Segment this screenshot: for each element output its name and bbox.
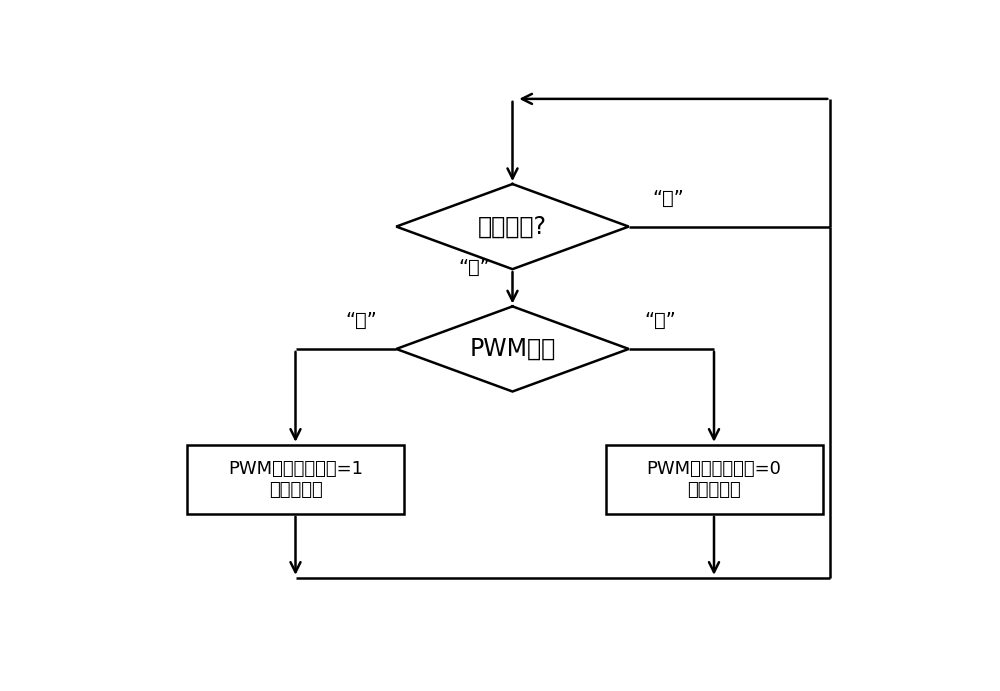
- Text: “停”: “停”: [644, 312, 676, 330]
- Text: “开”: “开”: [458, 258, 490, 277]
- Polygon shape: [396, 184, 629, 269]
- Text: “关”: “关”: [652, 189, 684, 208]
- Text: PWM状态: PWM状态: [469, 337, 556, 361]
- Text: PWM脉冲指令引脚=0
（关水阀）: PWM脉冲指令引脚=0 （关水阀）: [647, 460, 781, 499]
- Text: 当前状态?: 当前状态?: [478, 215, 547, 238]
- Bar: [606, 445, 822, 514]
- Bar: [187, 445, 404, 514]
- Text: “启”: “启”: [345, 312, 377, 330]
- Polygon shape: [396, 306, 629, 392]
- Text: PWM脉冲指令引脚=1
（开水阀）: PWM脉冲指令引脚=1 （开水阀）: [228, 460, 363, 499]
